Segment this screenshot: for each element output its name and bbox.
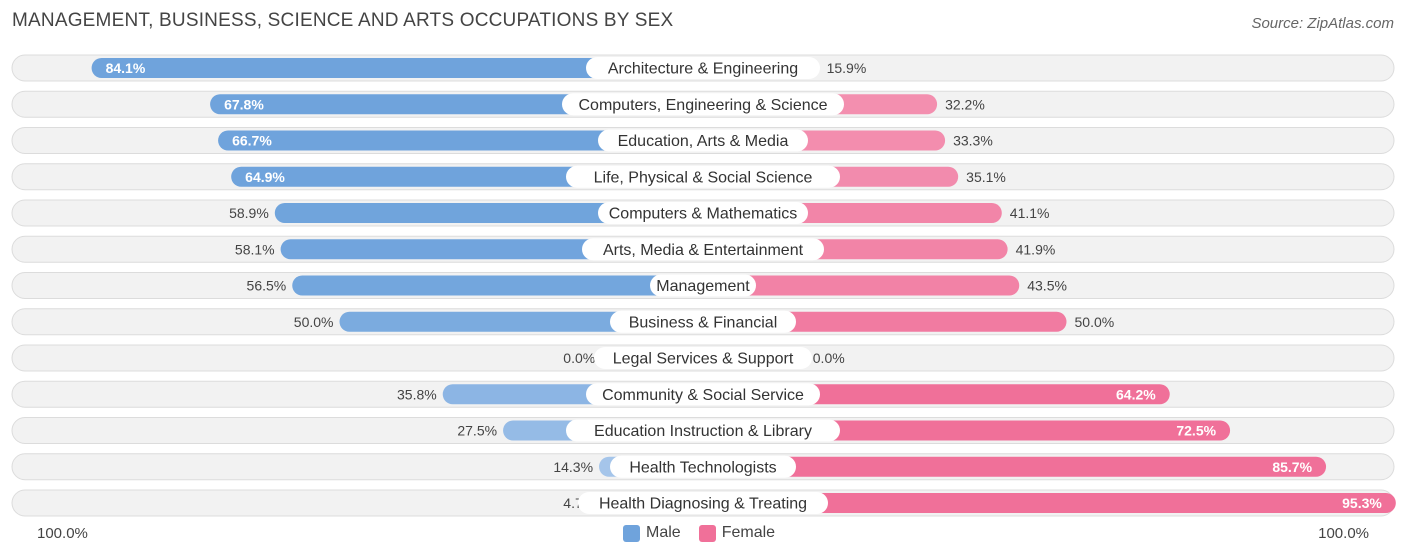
male-value-label: 67.8%: [224, 96, 264, 112]
category-label: Computers & Mathematics: [609, 206, 798, 223]
female-bar: [703, 493, 1396, 513]
legend-female-label: Female: [721, 524, 776, 541]
female-swatch: [698, 524, 716, 542]
male-value-label: 35.8%: [397, 386, 437, 402]
female-value-label: 15.9%: [827, 60, 867, 76]
category-label: Arts, Media & Entertainment: [603, 242, 804, 259]
category-label-bg: [586, 57, 820, 79]
category-label-bg: [578, 492, 828, 514]
female-value-label: 95.3%: [1342, 495, 1382, 511]
category-label: Education, Arts & Media: [618, 133, 789, 150]
female-value-label: 41.1%: [1010, 205, 1050, 221]
chart-title: MANAGEMENT, BUSINESS, SCIENCE AND ARTS O…: [12, 10, 674, 31]
female-value-label: 72.5%: [1176, 423, 1216, 439]
category-label-bg: [582, 238, 824, 261]
category-label: Life, Physical & Social Science: [594, 169, 813, 186]
male-value-label: 27.5%: [457, 423, 497, 439]
male-bar: [91, 58, 703, 78]
female-value-label: 85.7%: [1272, 459, 1312, 475]
category-label: Health Diagnosing & Treating: [599, 496, 807, 513]
female-value-label: 64.2%: [1116, 386, 1156, 402]
category-label: Architecture & Engineering: [608, 61, 798, 78]
male-value-label: 58.9%: [229, 205, 269, 221]
category-label-bg: [566, 165, 840, 188]
category-label: Management: [656, 278, 750, 295]
category-label-bg: [594, 347, 812, 369]
category-label-bg: [566, 419, 840, 442]
female-bar: [703, 275, 1020, 296]
male-value-label: 58.1%: [235, 241, 275, 257]
female-value-label: 0.0%: [813, 350, 845, 366]
male-value-label: 56.5%: [247, 278, 287, 294]
category-label: Health Technologists: [629, 459, 776, 476]
male-swatch: [623, 524, 640, 542]
axis-right-label: 100.0%: [1318, 525, 1369, 542]
category-label-bg: [610, 310, 796, 333]
legend-item-female: Female: [698, 524, 776, 542]
female-value-label: 50.0%: [1075, 314, 1115, 330]
male-bar: [292, 275, 703, 296]
female-bar: [703, 384, 1170, 405]
male-value-label: 14.3%: [553, 459, 593, 475]
category-label-bg: [598, 202, 808, 224]
male-value-label: 64.9%: [245, 169, 285, 185]
category-label: Community & Social Service: [602, 387, 804, 404]
axis-left-label: 100.0%: [37, 525, 88, 542]
category-label-bg: [650, 274, 756, 297]
female-bar: [703, 456, 1327, 477]
male-bar: [274, 203, 703, 223]
legend-item-male: Male: [623, 524, 681, 542]
category-label: Business & Financial: [629, 314, 778, 331]
category-label-bg: [586, 383, 820, 406]
male-value-label: 84.1%: [106, 60, 146, 76]
legend: Male Female: [623, 524, 793, 542]
female-value-label: 32.2%: [945, 96, 985, 112]
category-label-bg: [562, 93, 844, 116]
category-label: Computers, Engineering & Science: [578, 97, 827, 114]
category-label: Legal Services & Support: [613, 351, 794, 368]
female-value-label: 41.9%: [1016, 241, 1056, 257]
legend-male-label: Male: [646, 524, 681, 541]
male-value-label: 0.0%: [563, 350, 595, 366]
male-value-label: 66.7%: [232, 133, 272, 149]
diverging-bar-chart: 84.1% 15.9% Architecture & Engineering 67.8…: [11, 54, 1396, 517]
female-value-label: 43.5%: [1027, 278, 1067, 294]
male-bar: [218, 130, 703, 151]
male-value-label: 50.0%: [294, 314, 334, 330]
category-label-bg: [598, 129, 808, 152]
female-value-label: 35.1%: [966, 169, 1006, 185]
category-label: Education Instruction & Library: [594, 423, 812, 440]
female-value-label: 33.3%: [953, 133, 993, 149]
category-label-bg: [610, 455, 796, 478]
chart-source: Source: ZipAtlas.com: [1251, 15, 1394, 32]
